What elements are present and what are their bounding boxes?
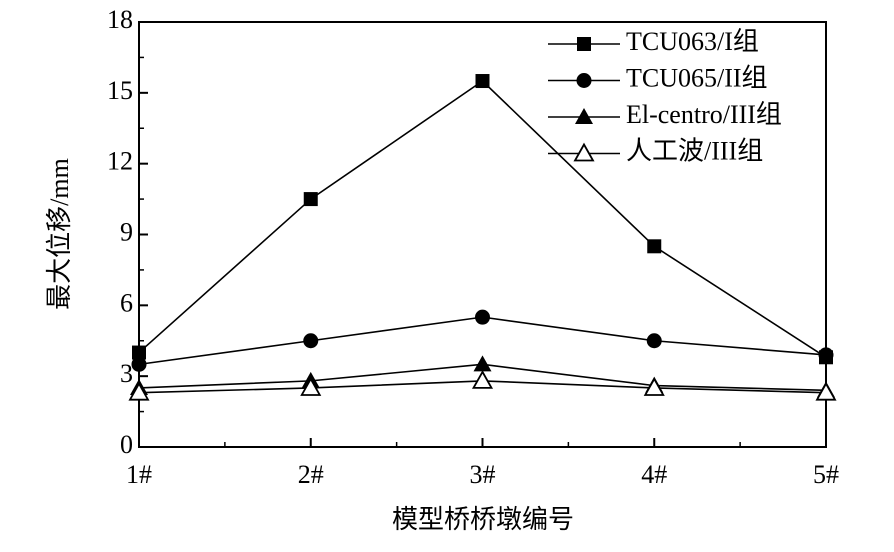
x-tick-label: 4# — [641, 460, 667, 489]
marker — [132, 345, 146, 360]
legend-label: TCU065/II组 — [626, 63, 768, 92]
x-tick-label: 5# — [813, 460, 839, 489]
legend-marker — [573, 142, 595, 162]
x-tick-label: 1# — [126, 460, 152, 489]
y-tick-label: 0 — [120, 430, 133, 459]
legend-label: TCU063/I组 — [626, 27, 759, 56]
x-axis-label: 模型桥桥墩编号 — [392, 505, 574, 534]
marker — [647, 239, 662, 254]
legend-marker — [577, 37, 591, 51]
legend-marker — [575, 108, 593, 124]
marker — [473, 355, 492, 372]
x-tick-label: 3# — [470, 460, 496, 489]
y-tick-label: 12 — [107, 147, 133, 176]
y-tick-label: 15 — [107, 76, 133, 105]
legend-label: 人工波/III组 — [626, 136, 763, 165]
marker — [471, 370, 494, 389]
marker — [643, 377, 665, 396]
marker — [300, 377, 322, 396]
marker — [475, 74, 490, 89]
x-tick-label: 2# — [298, 460, 324, 489]
marker — [303, 192, 318, 207]
y-tick-label: 6 — [120, 288, 133, 317]
marker — [475, 309, 490, 325]
y-tick-label: 18 — [107, 5, 133, 34]
y-axis-label: 最大位移/mm — [45, 158, 74, 310]
marker — [646, 333, 662, 349]
legend-label: El-centro/III组 — [626, 100, 782, 129]
marker — [815, 381, 837, 401]
legend-marker — [576, 73, 592, 88]
y-tick-label: 3 — [120, 359, 133, 388]
marker — [818, 347, 834, 363]
marker — [128, 381, 150, 401]
marker — [131, 356, 147, 372]
marker — [303, 333, 319, 349]
y-tick-label: 9 — [120, 217, 133, 246]
